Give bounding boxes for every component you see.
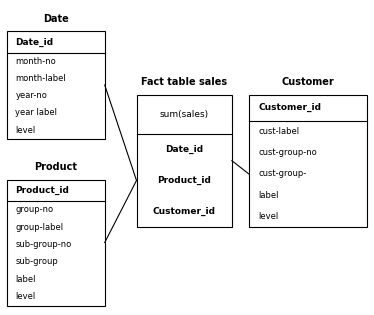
Text: Date_id: Date_id (165, 145, 203, 154)
Text: sub-group-no: sub-group-no (15, 240, 71, 249)
Text: cust-label: cust-label (258, 127, 299, 136)
Text: Customer: Customer (281, 77, 334, 87)
Text: month-no: month-no (15, 57, 56, 66)
Text: year-no: year-no (15, 91, 47, 100)
Bar (249, 94, 367, 227)
Text: group-no: group-no (15, 205, 53, 214)
Text: level: level (15, 292, 36, 301)
Text: Date: Date (43, 14, 69, 24)
Text: cust-group-no: cust-group-no (258, 148, 317, 157)
Bar (7, 32, 105, 139)
Text: label: label (15, 275, 36, 284)
Bar (7, 180, 105, 306)
Text: cust-group-: cust-group- (258, 169, 306, 178)
Text: sum(sales): sum(sales) (160, 110, 209, 119)
Text: level: level (15, 126, 36, 135)
Text: group-label: group-label (15, 223, 63, 232)
Text: level: level (258, 212, 278, 221)
Text: month-label: month-label (15, 74, 66, 83)
Text: sub-group: sub-group (15, 257, 58, 266)
Text: Customer_id: Customer_id (258, 103, 321, 112)
Text: Product: Product (35, 162, 77, 172)
Text: Fact table sales: Fact table sales (141, 77, 227, 87)
Text: label: label (258, 191, 279, 199)
Bar (137, 94, 232, 227)
Text: Product_id: Product_id (15, 186, 69, 195)
Text: Date_id: Date_id (15, 37, 53, 47)
Text: Product_id: Product_id (157, 176, 211, 185)
Text: year label: year label (15, 108, 57, 117)
Text: Customer_id: Customer_id (153, 207, 216, 216)
